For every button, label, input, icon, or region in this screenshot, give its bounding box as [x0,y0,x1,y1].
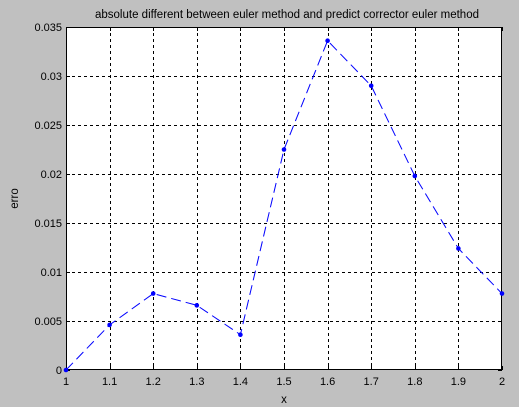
y-tick-label: 0 [56,365,62,377]
x-tick-label: 1.8 [407,376,422,388]
y-axis-label: erro [9,188,21,208]
data-point [412,173,418,179]
x-tick-label: 1.9 [451,376,466,388]
data-point [194,303,200,308]
x-tick-label: 1 [63,376,69,388]
x-tick-label: 1.6 [320,376,335,388]
x-tick-label: 1.5 [276,376,291,388]
y-tick-label: 0.035 [34,22,62,34]
data-point [499,291,505,296]
data-point [238,332,243,338]
y-tick-label: 0.01 [41,267,62,279]
x-tick-labels: 1 1.1 1.2 1.3 1.4 1.5 1.6 1.7 1.8 1.9 2 [63,376,505,388]
series-layer [63,38,505,373]
data-point [150,291,156,296]
x-tick-label: 1.4 [233,376,248,388]
y-tick-label: 0.03 [41,71,62,83]
data-point [63,367,69,373]
grid-layer [66,27,502,370]
series-line [65,39,503,371]
y-tick-label: 0.005 [34,316,62,328]
data-point [107,322,112,328]
data-point [325,38,330,44]
x-axis-label: x [281,394,287,406]
plot-area [66,27,502,370]
chart-title: absolute different between euler method … [95,9,479,21]
data-point [368,83,374,89]
y-tick-label: 0.015 [34,218,62,230]
y-tick-label: 0.02 [41,169,62,181]
x-tick-label: 2 [499,376,505,388]
x-tick-label: 1.2 [146,376,161,388]
tick-marks [66,27,503,371]
x-tick-label: 1.3 [189,376,204,388]
x-tick-label: 1.7 [364,376,379,388]
data-point [456,246,461,251]
y-tick-label: 0.025 [34,120,62,132]
y-tick-labels: 0 0.005 0.01 0.015 0.02 0.025 0.03 0.035 [34,22,62,377]
x-tick-label: 1.1 [102,376,117,388]
data-point [281,147,287,152]
